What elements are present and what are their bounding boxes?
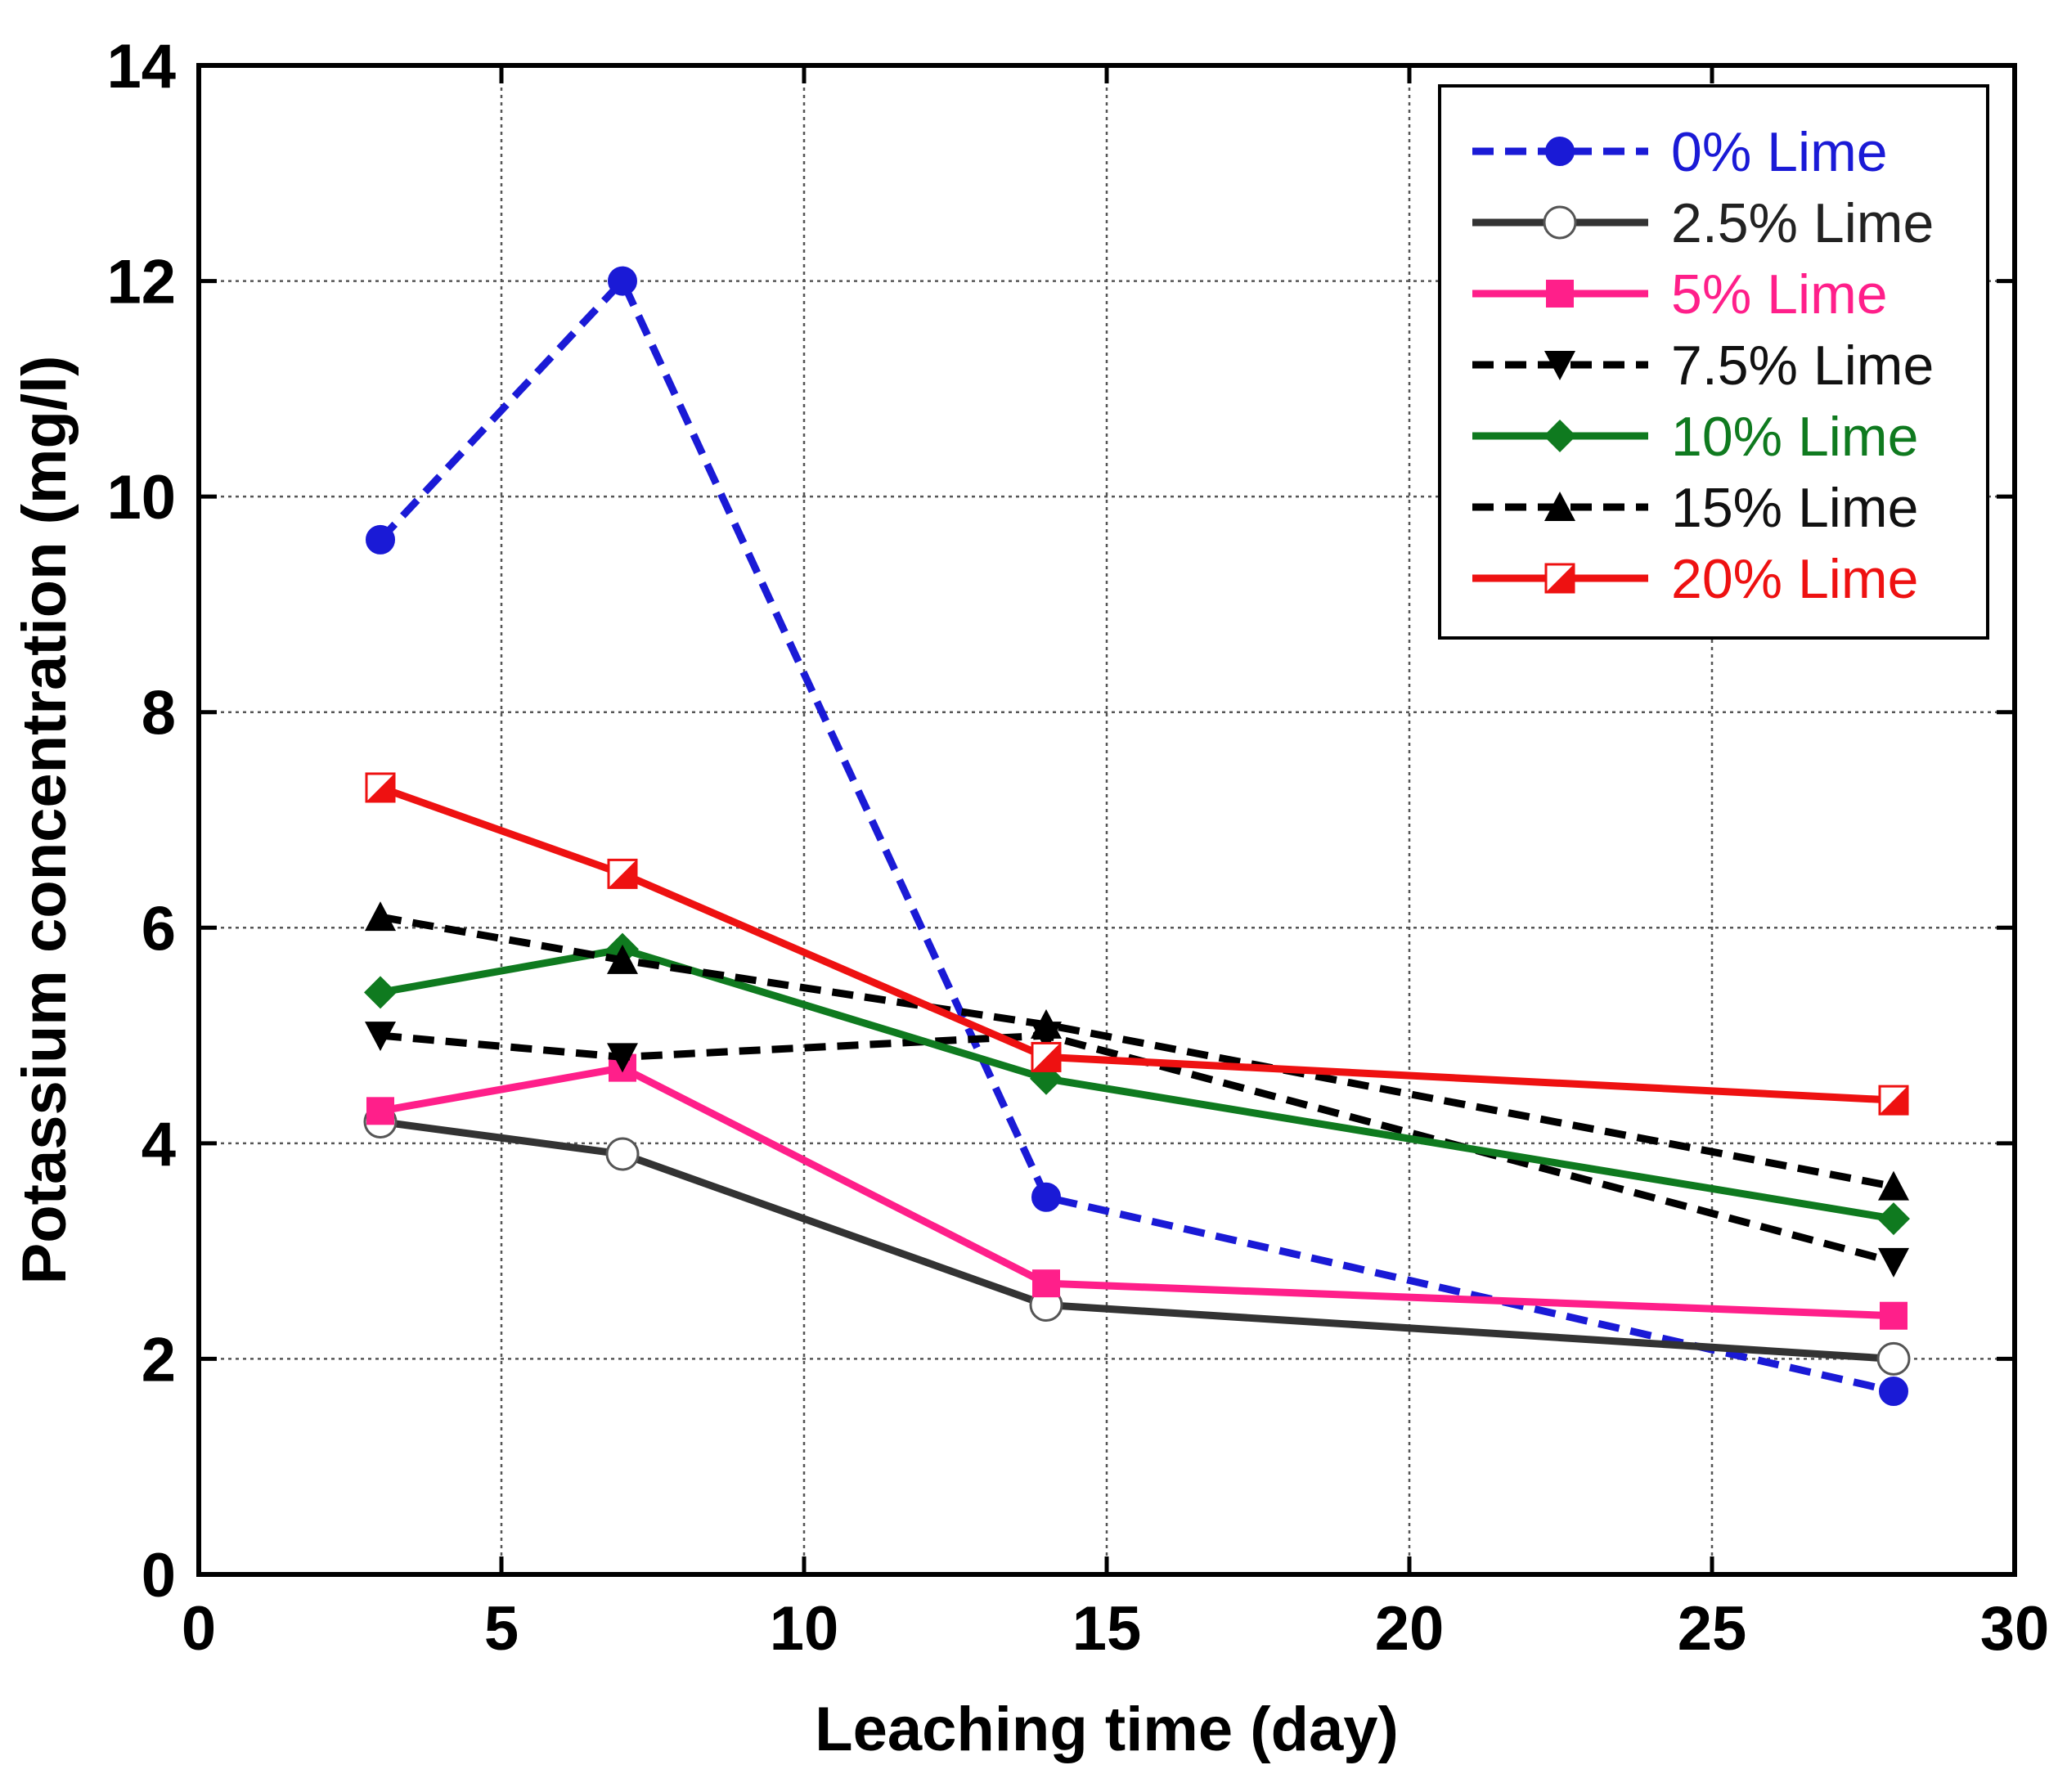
data-point xyxy=(1879,1376,1908,1406)
legend: 0% Lime 2.5% Lime 5% Lime 7.5% Lime 10% Lime… xyxy=(1438,84,1989,640)
data-point xyxy=(1876,1341,1911,1376)
legend-item: 7.5% Lime xyxy=(1472,335,1934,397)
y-tick-label: 0 xyxy=(142,1541,176,1610)
x-tick-label: 20 xyxy=(1375,1594,1445,1664)
y-tick-label: 2 xyxy=(142,1325,176,1395)
y-tick-label: 12 xyxy=(106,248,176,317)
x-tick-label: 30 xyxy=(1980,1594,2050,1664)
data-point xyxy=(366,524,395,555)
series-line xyxy=(380,913,1894,1190)
gridlines xyxy=(199,65,2015,1574)
data-point xyxy=(365,772,396,803)
data-point xyxy=(1878,1170,1909,1201)
data-point xyxy=(607,858,638,889)
data-point xyxy=(1032,1269,1060,1298)
data-point xyxy=(1031,1008,1062,1039)
x-axis-title: Leaching time (day) xyxy=(815,1695,1399,1764)
series-line xyxy=(380,1118,1894,1363)
x-tick-label: 5 xyxy=(484,1594,519,1664)
series-5 xyxy=(365,901,1909,1201)
series-line xyxy=(379,784,1894,1104)
legend-label: 7.5% Lime xyxy=(1671,335,1934,397)
x-tick-label: 25 xyxy=(1678,1594,1747,1664)
series-4 xyxy=(364,932,1910,1236)
y-axis-title: Potassium concentration (mg/l) xyxy=(10,356,79,1285)
y-tick-label: 4 xyxy=(142,1110,176,1179)
legend-item: 20% Lime xyxy=(1472,548,1918,610)
data-point xyxy=(364,976,397,1009)
legend-swatch-marker xyxy=(1543,205,1577,240)
legend-swatch-marker xyxy=(1546,280,1574,308)
data-point xyxy=(1031,1182,1061,1212)
data-point xyxy=(1878,1085,1909,1116)
data-point xyxy=(607,1043,638,1073)
series-line xyxy=(380,945,1894,1223)
data-point xyxy=(1878,1247,1909,1278)
marker-fill xyxy=(1546,564,1574,592)
tick-labels: 0 5 10 15 20 25 30 0 2 4 6 8 10 12 14 xyxy=(106,32,2049,1664)
legend-item: 15% Lime xyxy=(1472,477,1918,539)
legend-label: 2.5% Lime xyxy=(1671,192,1934,254)
legend-swatch-marker xyxy=(1544,563,1575,594)
series-0 xyxy=(366,266,1908,1406)
legend-item: 0% Lime xyxy=(1472,121,1888,183)
marker-fill xyxy=(366,773,394,802)
data-point xyxy=(1880,1301,1907,1330)
legend-swatch-marker xyxy=(1544,492,1575,521)
series-layer xyxy=(363,266,1911,1406)
legend-label: 5% Lime xyxy=(1671,263,1888,326)
y-tick-label: 14 xyxy=(106,32,176,101)
legend-label: 20% Lime xyxy=(1671,548,1918,610)
x-tick-label: 10 xyxy=(770,1594,839,1664)
legend-item: 2.5% Lime xyxy=(1472,192,1934,254)
data-point xyxy=(1031,1041,1062,1072)
marker-fill xyxy=(609,860,636,888)
legend-label: 0% Lime xyxy=(1671,121,1888,183)
x-tick-label: 15 xyxy=(1072,1594,1142,1664)
data-point xyxy=(607,944,638,974)
axis-ticks xyxy=(196,63,2017,1577)
legend-item: 5% Lime xyxy=(1472,263,1888,326)
data-point xyxy=(365,901,396,932)
legend-item: 10% Lime xyxy=(1472,406,1918,468)
legend-swatch-marker xyxy=(1544,351,1575,380)
series-6 xyxy=(365,772,1909,1116)
legend-label: 10% Lime xyxy=(1671,406,1918,468)
data-point xyxy=(365,1022,396,1052)
x-tick-label: 0 xyxy=(182,1594,216,1664)
data-point xyxy=(1877,1202,1910,1236)
marker-fill xyxy=(1032,1043,1060,1071)
data-point xyxy=(605,1137,640,1171)
legend-swatch-marker xyxy=(1545,137,1575,166)
legend-box xyxy=(1438,84,1989,640)
y-tick-label: 10 xyxy=(106,463,176,532)
data-point xyxy=(608,266,637,296)
marker-fill xyxy=(1880,1086,1907,1115)
legend-label: 15% Lime xyxy=(1671,477,1918,539)
series-line xyxy=(380,1064,1894,1320)
series-line xyxy=(377,277,1895,1395)
data-point xyxy=(366,1097,394,1125)
y-tick-label: 8 xyxy=(142,679,176,748)
y-tick-label: 6 xyxy=(142,894,176,963)
legend-swatch-marker xyxy=(1544,420,1576,452)
